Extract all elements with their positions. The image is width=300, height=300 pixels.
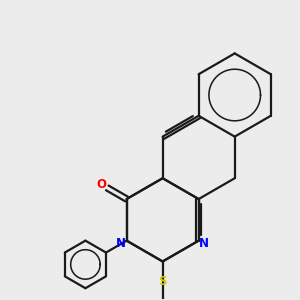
Text: S: S: [158, 274, 167, 288]
Text: N: N: [199, 237, 209, 250]
Text: O: O: [97, 178, 106, 191]
Text: N: N: [116, 237, 126, 250]
